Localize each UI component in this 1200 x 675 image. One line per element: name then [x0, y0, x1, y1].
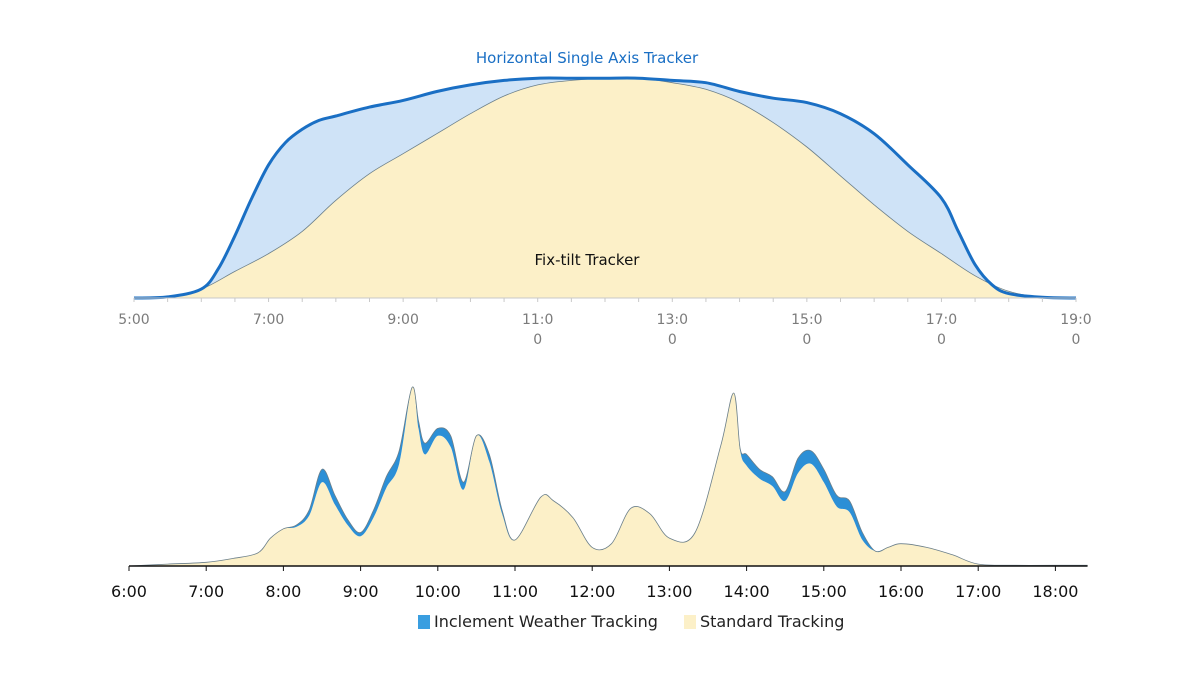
top-x-tick-label: 13:0 0	[657, 312, 688, 348]
legend-swatch-standard	[683, 614, 696, 629]
tracker-annotation: Horizontal Single Axis Tracker	[476, 49, 699, 67]
fixed-tilt-area	[134, 77, 1076, 299]
bottom-x-tick-label: 15:00	[801, 582, 847, 601]
bottom-x-tick-label: 18:00	[1032, 582, 1078, 601]
bottom-x-tick-label: 11:00	[492, 582, 538, 601]
top-chart: 5:00 7:00 9:00 11:0 0 13:0 0 15:0 0 17:0 0 19:0 0 Hor…	[118, 49, 1091, 348]
bottom-chart: 6:00 7:00 8:00 9:00 10:00 11:00 12:00 13:00 14:0…	[111, 386, 1088, 601]
legend-swatch-inclement	[418, 614, 430, 629]
tracker-line	[133, 76, 1077, 300]
bottom-x-tick-label: 13:00	[646, 582, 692, 601]
fixed-tilt-annotation: Fix-tilt Tracker	[535, 251, 641, 269]
top-x-tick-label: 9:00	[387, 312, 418, 328]
bottom-x-tick-label: 16:00	[878, 582, 924, 601]
top-x-tick-label: 15:0 0	[791, 312, 822, 348]
legend-item-standard: Standard Tracking	[683, 612, 845, 631]
bottom-x-tick-label: 8:00	[265, 582, 301, 601]
top-x-tick-label: 7:00	[253, 312, 284, 328]
bottom-x-tick-label: 12:00	[569, 582, 615, 601]
bottom-x-tick-label: 14:00	[724, 582, 770, 601]
top-x-tick-label: 5:00	[118, 312, 149, 328]
bottom-x-tick-label: 10:00	[415, 582, 461, 601]
inclement-outline	[128, 386, 1088, 567]
top-x-tick-label: 11:0 0	[522, 312, 553, 348]
bottom-x-tick-label: 6:00	[111, 582, 147, 601]
legend-label-standard: Standard Tracking	[699, 612, 845, 631]
legend: Inclement Weather Tracking Standard Trac…	[418, 612, 870, 631]
top-x-tick-label: 17:0 0	[926, 312, 957, 348]
bottom-x-tick-label: 9:00	[343, 582, 379, 601]
standard-area	[129, 386, 1088, 566]
bottom-x-tick-label: 17:00	[955, 582, 1001, 601]
legend-item-inclement: Inclement Weather Tracking	[418, 612, 658, 631]
legend-label-inclement: Inclement Weather Tracking	[434, 612, 658, 631]
bottom-x-tick-label: 7:00	[188, 582, 224, 601]
top-x-tick-label: 19:0 0	[1060, 312, 1091, 348]
